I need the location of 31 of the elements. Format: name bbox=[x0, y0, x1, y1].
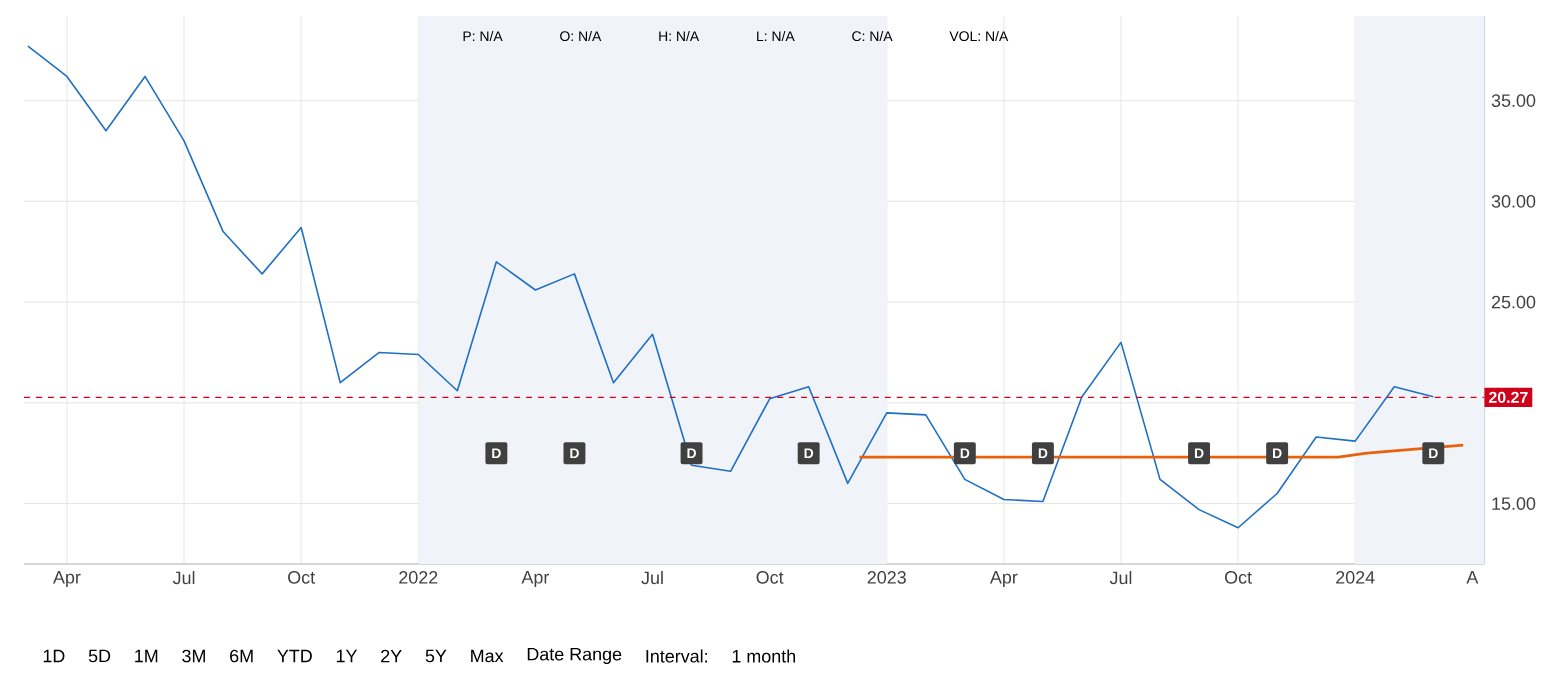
y-tick-label: 30.00 bbox=[1491, 194, 1536, 208]
text: 1 month bbox=[732, 649, 796, 663]
text: 2Y bbox=[381, 649, 402, 663]
x-tick-label: 2024 bbox=[1336, 571, 1375, 584]
x-tick-label: A bbox=[1466, 571, 1479, 584]
text: 1M bbox=[135, 649, 158, 663]
text: 1Y bbox=[336, 649, 358, 663]
x-tick-label: 2023 bbox=[867, 571, 906, 584]
x-tick-label: Jul bbox=[172, 571, 195, 585]
text: 5Y bbox=[425, 649, 447, 663]
x-tick-label: Oct bbox=[756, 571, 784, 584]
line-series bbox=[27, 45, 1435, 529]
text: 1D bbox=[43, 649, 65, 663]
text: 6M bbox=[230, 649, 253, 663]
x-tick-label: Apr bbox=[989, 571, 1018, 588]
y-tick-label: 35.00 bbox=[1491, 94, 1536, 107]
x-tick-label: Jul bbox=[1109, 571, 1132, 585]
text: Date Range bbox=[527, 647, 622, 665]
x-tick-label: 2022 bbox=[399, 571, 438, 584]
text: YTD bbox=[277, 649, 312, 663]
text: 5D bbox=[88, 649, 111, 663]
x-tick-label: Oct bbox=[288, 571, 315, 584]
x-tick-label: Apr bbox=[53, 571, 81, 588]
x-tick-label: Jul bbox=[641, 571, 663, 585]
x-tick-label: Apr bbox=[521, 571, 550, 588]
text: Interval: bbox=[646, 649, 707, 663]
y-tick-label: 25.00 bbox=[1491, 295, 1536, 309]
text: 3M bbox=[182, 649, 205, 663]
text: Max bbox=[471, 649, 504, 663]
y-tick-label: 15.00 bbox=[1492, 497, 1536, 510]
x-tick-label: Oct bbox=[1224, 571, 1252, 584]
